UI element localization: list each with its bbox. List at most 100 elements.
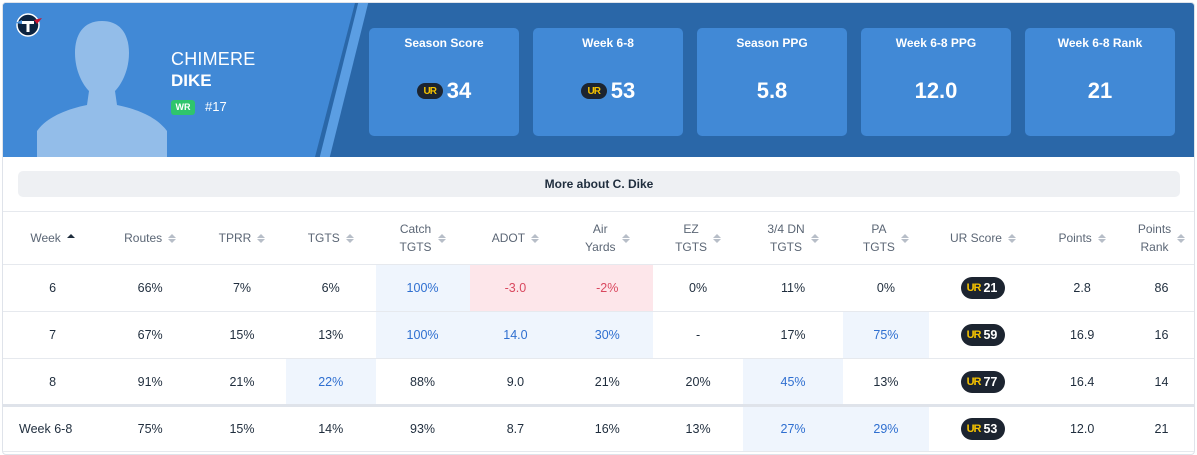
column-header-content: Points xyxy=(1058,229,1106,247)
sort-down-icon xyxy=(531,238,540,243)
sort-arrows-icon[interactable] xyxy=(168,233,177,243)
column-header-content: 3/4 DN TGTS xyxy=(767,220,819,256)
sort-down-icon xyxy=(345,238,354,243)
column-header[interactable]: Points xyxy=(1037,211,1127,265)
stat-value: 53 xyxy=(610,78,636,103)
table-cell: 16.4 xyxy=(1037,358,1127,406)
column-header[interactable]: 3/4 DN TGTS xyxy=(742,211,844,265)
column-header[interactable]: PA TGTS xyxy=(843,211,929,265)
sort-arrows-icon[interactable] xyxy=(713,233,722,243)
sort-up-icon xyxy=(900,233,909,238)
more-about-player-button[interactable]: More about C. Dike xyxy=(18,171,1180,197)
column-header-line: ADOT xyxy=(491,231,526,245)
column-header[interactable]: Air Yards xyxy=(561,211,654,265)
table-cell: 7% xyxy=(198,264,286,312)
table-cell: 9.0 xyxy=(469,358,562,406)
weekly-stats-table: Week Routes TPRR TGTS Catch TGTS ADOT Air Yards E… xyxy=(3,211,1194,452)
sort-arrows-icon[interactable] xyxy=(900,233,909,243)
column-header[interactable]: Week xyxy=(3,211,103,265)
sort-arrows-icon[interactable] xyxy=(1177,233,1186,243)
column-header-content: TPRR xyxy=(219,229,266,247)
table-cell: 93% xyxy=(375,404,470,452)
sort-arrows-icon[interactable] xyxy=(1007,233,1016,243)
sort-up-icon xyxy=(345,233,354,238)
sort-arrows-icon[interactable] xyxy=(345,233,354,243)
stat-label: Week 6-8 PPG xyxy=(895,36,977,50)
column-header[interactable]: TPRR xyxy=(198,211,286,265)
ur-score-value: 53 xyxy=(983,422,998,436)
column-header-label: TPRR xyxy=(219,229,252,247)
sort-up-icon xyxy=(713,233,722,238)
stat-value: 21 xyxy=(1087,78,1113,103)
column-header[interactable]: Routes xyxy=(102,211,199,265)
sort-arrows-icon[interactable] xyxy=(621,233,630,243)
column-header-content: Catch TGTS xyxy=(400,220,446,256)
table-cell: 88% xyxy=(375,358,470,406)
column-header[interactable]: Catch TGTS xyxy=(375,211,470,265)
player-info-panel: CHIMERE DIKE WR #17 xyxy=(3,3,355,157)
column-header-line: Routes xyxy=(124,231,163,245)
column-header-line: TGTS xyxy=(862,240,895,254)
table-cell: 20% xyxy=(653,358,743,406)
column-header[interactable]: UR Score xyxy=(928,211,1038,265)
column-header-line: Air xyxy=(592,222,608,236)
table-cell: 13% xyxy=(285,311,376,359)
sort-arrows-icon[interactable] xyxy=(66,233,75,243)
sort-arrows-icon[interactable] xyxy=(531,233,540,243)
sort-up-icon xyxy=(437,233,446,238)
column-header-content: Air Yards xyxy=(585,220,630,256)
sort-up-icon xyxy=(1007,233,1016,238)
column-header-label: PA TGTS xyxy=(863,220,895,256)
table-cell: 100% xyxy=(375,311,470,359)
sort-arrows-icon[interactable] xyxy=(257,233,266,243)
column-header-line: TPRR xyxy=(218,231,252,245)
ur-logo-icon: UR xyxy=(966,375,982,388)
table-cell: 75% xyxy=(102,404,199,452)
column-header-label: Catch TGTS xyxy=(400,220,432,256)
sort-down-icon xyxy=(257,238,266,243)
table-cell: - xyxy=(653,311,743,359)
sort-arrows-icon[interactable] xyxy=(437,233,446,243)
ur-score-value: 59 xyxy=(983,328,998,342)
sort-down-icon xyxy=(621,238,630,243)
sort-down-icon xyxy=(437,238,446,243)
sort-arrows-icon[interactable] xyxy=(810,233,819,243)
table-total-row: Week 6-8 75% 15% 14% 93% 8.7 16% 13% 27% 29% UR 53 1… xyxy=(3,404,1194,452)
player-silhouette-icon xyxy=(37,21,167,157)
table-cell: 91% xyxy=(102,358,199,406)
stat-label: Season PPG xyxy=(736,36,808,50)
table-cell: 6 xyxy=(3,264,103,312)
sort-down-icon xyxy=(1007,238,1016,243)
stat-value-row: UR 53 xyxy=(533,78,683,104)
column-header[interactable]: ADOT xyxy=(469,211,562,265)
table-body: 6 66% 7% 6% 100% -3.0 -2% 0% 11% 0% UR 21 2.8 86 7 67% 1… xyxy=(3,264,1194,452)
column-header[interactable]: TGTS xyxy=(285,211,376,265)
column-header-content: Points Rank xyxy=(1138,220,1186,256)
column-header-content: EZ TGTS xyxy=(675,220,722,256)
sort-down-icon xyxy=(1097,238,1106,243)
sort-down-icon xyxy=(900,238,909,243)
table-cell: 14% xyxy=(285,404,376,452)
sort-up-icon xyxy=(1177,233,1186,238)
table-cell: 0% xyxy=(843,264,929,312)
sort-down-icon xyxy=(713,238,722,243)
table-cell: 7 xyxy=(3,311,103,359)
column-header[interactable]: Points Rank xyxy=(1127,211,1194,265)
stat-card-week-rank: Week 6-8 Rank 21 xyxy=(1025,28,1175,136)
column-header-line: UR Score xyxy=(949,231,1002,245)
sort-arrows-icon[interactable] xyxy=(1097,233,1106,243)
column-header-line: 3/4 DN xyxy=(767,222,805,236)
sort-up-icon xyxy=(257,233,266,238)
ur-score-value: 21 xyxy=(983,281,998,295)
column-header[interactable]: EZ TGTS xyxy=(653,211,743,265)
table-cell: 16% xyxy=(561,404,654,452)
column-header-label: Points xyxy=(1058,229,1091,247)
table-header-row: Week Routes TPRR TGTS Catch TGTS ADOT Air Yards E… xyxy=(3,211,1194,265)
sort-up-icon xyxy=(810,233,819,238)
column-header-line: TGTS xyxy=(399,240,432,254)
titans-logo-icon xyxy=(15,13,42,37)
column-header-label: TGTS xyxy=(308,229,340,247)
sort-up-icon xyxy=(168,233,177,238)
table-cell: 21% xyxy=(561,358,654,406)
ur-logo-icon: UR xyxy=(966,329,982,341)
